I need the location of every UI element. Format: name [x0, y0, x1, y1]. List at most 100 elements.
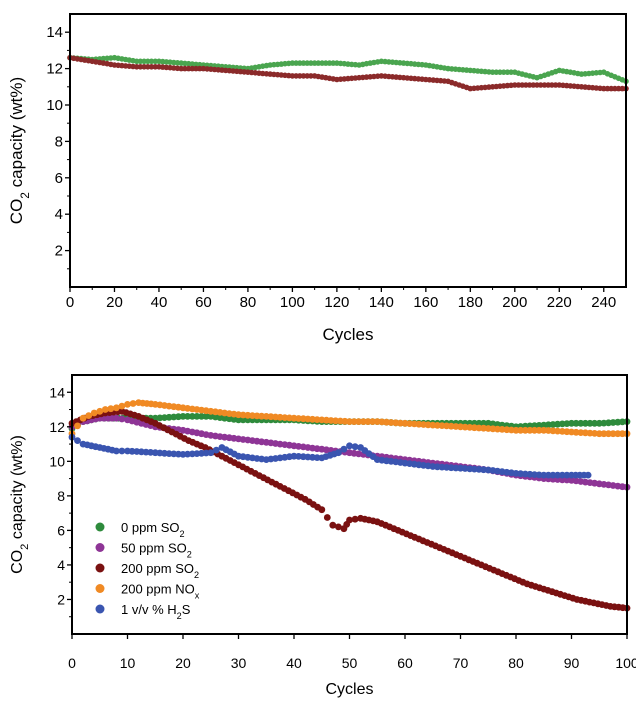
x-tick-label: 100	[615, 655, 636, 671]
data-point	[74, 422, 81, 430]
x-tick-label: 0	[68, 655, 76, 671]
x-tick-label: 220	[547, 294, 572, 311]
x-tick-label: 180	[458, 294, 483, 311]
x-tick-label: 100	[280, 294, 305, 311]
y-tick-label: 10	[49, 453, 65, 469]
x-tick-label: 50	[342, 655, 358, 671]
legend-marker	[95, 563, 105, 573]
data-point	[584, 471, 592, 479]
data-point	[335, 523, 342, 531]
y-tick-label: 12	[46, 61, 63, 78]
data-point	[113, 414, 120, 422]
y-tick-label: 8	[57, 488, 65, 504]
y-tick-label: 14	[49, 384, 65, 400]
data-point	[517, 426, 524, 434]
y-tick-label: 4	[57, 557, 65, 573]
x-axis-label: Cycles	[322, 325, 373, 344]
series-4	[68, 433, 592, 479]
data-point	[609, 430, 617, 438]
data-point	[535, 426, 543, 434]
data-point	[554, 471, 561, 479]
data-point	[351, 515, 359, 523]
series-3	[68, 399, 631, 438]
chart-bottom: 0 10 20 30 40 50 60 70 80 90 100 2 4 6 8 10 12 14 Cycles CO…	[9, 374, 636, 698]
data-point	[129, 400, 137, 407]
data-point	[113, 447, 120, 455]
series-0	[67, 54, 629, 85]
legend-entry: 200 ppm NOx	[121, 582, 200, 601]
y-tick-label: 2	[57, 591, 65, 607]
data-point	[90, 409, 98, 417]
x-tick-label: 10	[120, 655, 136, 671]
data-point	[212, 446, 220, 454]
data-point	[107, 405, 115, 413]
data-point	[369, 418, 376, 425]
x-tick-label: 70	[453, 655, 469, 671]
y-axis-label: CO2 capacity (wt%)	[9, 435, 31, 574]
data-point	[346, 442, 353, 450]
y-tick-label: 14	[46, 24, 63, 41]
data-point	[329, 521, 337, 529]
legend-entry: 50 ppm SO2	[121, 541, 192, 560]
x-tick-label: 80	[508, 655, 524, 671]
data-point	[207, 449, 215, 457]
legend-entry: 0 ppm SO2	[121, 520, 185, 539]
data-point	[74, 437, 81, 444]
data-point	[340, 445, 348, 453]
x-tick-label: 240	[591, 294, 616, 311]
data-point	[96, 407, 104, 415]
x-axis-label: Cycles	[325, 681, 373, 698]
data-point	[118, 447, 126, 455]
y-tick-label: 6	[55, 170, 63, 187]
x-tick-label: 90	[564, 655, 580, 671]
x-tick-label: 200	[502, 294, 527, 311]
data-point	[118, 402, 126, 410]
y-tick-label: 2	[55, 243, 63, 260]
data-point	[572, 419, 580, 427]
data-point	[85, 412, 93, 419]
x-tick-label: 80	[240, 294, 257, 311]
x-tick-label: 0	[66, 294, 74, 311]
data-point	[355, 418, 363, 425]
data-point	[239, 416, 247, 424]
x-tick-label: 160	[413, 294, 438, 311]
x-tick-label: 120	[324, 294, 349, 311]
chart-top: 0 20 40 60 80 100 120 140 160 180 200 220 240 2 4 6 8 10 1…	[7, 13, 629, 344]
data-point	[323, 514, 331, 521]
legend-entry: 200 ppm SO2	[121, 561, 199, 580]
data-point	[101, 406, 109, 413]
legend-marker	[95, 522, 105, 532]
legend-marker	[95, 584, 105, 593]
y-tick-label: 6	[57, 522, 65, 538]
data-point	[335, 449, 342, 457]
y-axis-label: CO2 capacity (wt%)	[7, 77, 32, 224]
legend-entry: 1 v/v % H2S	[121, 602, 191, 621]
data-point	[113, 404, 120, 412]
x-tick-label: 140	[369, 294, 394, 311]
x-tick-label: 40	[151, 294, 168, 311]
y-tick-label: 10	[46, 97, 63, 114]
y-tick-label: 4	[55, 206, 63, 223]
data-point	[480, 419, 487, 427]
x-tick-label: 40	[286, 655, 302, 671]
x-tick-label: 20	[175, 655, 191, 671]
data-point	[79, 414, 87, 422]
legend-marker	[95, 604, 105, 614]
series-2	[68, 407, 631, 612]
plot-frame	[69, 13, 627, 288]
data-point	[124, 401, 131, 408]
data-point	[346, 516, 353, 524]
x-tick-label: 60	[397, 655, 413, 671]
data-point	[202, 413, 210, 420]
y-tick-label: 12	[49, 419, 65, 435]
data-point	[591, 419, 598, 427]
data-point	[118, 415, 126, 423]
x-tick-label: 20	[106, 294, 123, 311]
x-tick-label: 30	[231, 655, 247, 671]
data-point	[184, 413, 192, 420]
data-point	[351, 443, 359, 451]
y-tick-label: 8	[55, 133, 63, 150]
